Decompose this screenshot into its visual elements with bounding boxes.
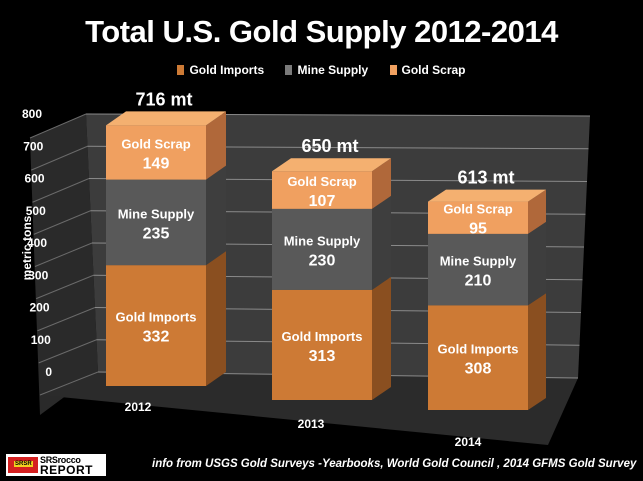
bar-side — [372, 158, 391, 209]
x-tick-label: 2013 — [298, 417, 325, 431]
bar-segment-gold-imports-2013: Gold Imports 313 — [272, 276, 391, 400]
legend-item-mine-supply: Mine Supply — [285, 63, 368, 77]
legend-label: Mine Supply — [297, 63, 369, 77]
legend: Gold Imports Mine Supply Gold Scrap — [0, 63, 643, 77]
gridline-side — [29, 113, 87, 139]
bar-front — [272, 208, 372, 290]
bar-side — [372, 276, 391, 400]
bar-value-label: 107 — [309, 193, 336, 210]
bar-segment-gold-scrap-2012: Gold Scrap 149 716 mt — [106, 89, 226, 180]
bar-segment-label: Gold Imports — [116, 310, 197, 325]
y-tick-label: 800 — [22, 107, 42, 121]
bar-segment-gold-scrap-2014: Gold Scrap 95 613 mt — [428, 168, 546, 238]
logo-line1: SRSrocco — [40, 455, 81, 465]
gridline-side — [36, 274, 94, 300]
bar-value-label: 332 — [143, 329, 170, 346]
bar-segment-mine-supply-2012: Mine Supply 235 — [106, 165, 226, 266]
x-tick-label: 2012 — [125, 400, 152, 414]
bar-value-label: 313 — [309, 348, 336, 365]
gridline-side — [31, 145, 88, 171]
gridline-side — [34, 242, 93, 267]
bar-top — [106, 111, 226, 126]
legend-label: Gold Imports — [189, 63, 265, 77]
side-wall — [30, 114, 98, 415]
bars: Gold Imports 332 Mine Supply 235 Gold Scrap 1… — [106, 89, 546, 410]
bar-side — [528, 293, 546, 410]
y-tick-label: 500 — [26, 204, 46, 218]
gridline-side — [33, 210, 91, 235]
bar-segment-gold-imports-2012: Gold Imports 332 — [106, 251, 226, 386]
bar-side — [528, 221, 546, 306]
legend-swatch-gold-scrap — [389, 65, 397, 75]
bar-side — [206, 251, 226, 386]
bar-segment-mine-supply-2013: Mine Supply 230 — [272, 195, 391, 290]
bar-front — [106, 125, 206, 180]
bar-segment-label: Gold Scrap — [443, 202, 512, 217]
x-axis-ticks: 2012 2013 2014 — [125, 400, 482, 449]
bar-side — [206, 165, 226, 266]
legend-swatch-gold-imports — [177, 65, 185, 75]
bar-segment-gold-imports-2014: Gold Imports 308 — [428, 293, 546, 410]
gridline-side — [32, 178, 90, 203]
bar-segment-label: Gold Scrap — [287, 174, 356, 189]
y-tick-label: 600 — [24, 172, 44, 186]
gridline-side — [37, 307, 96, 332]
bar-side — [206, 111, 226, 180]
bar-front — [106, 179, 206, 266]
bar-segment-label: Mine Supply — [284, 233, 361, 248]
legend-item-gold-imports: Gold Imports — [177, 63, 264, 77]
y-tick-label: 100 — [31, 333, 51, 347]
source-note: info from USGS Gold Surveys -Yearbooks, … — [152, 458, 637, 470]
y-axis-ticks: 0 100 200 300 400 500 600 700 800 — [22, 107, 52, 379]
bar-segment-gold-scrap-2013: Gold Scrap 107 650 mt — [272, 136, 391, 210]
bar-segment-label: Gold Imports — [438, 342, 519, 357]
bar-front — [428, 201, 528, 234]
bar-front — [272, 289, 372, 400]
gridline-side — [38, 339, 97, 364]
bar-segment-label: Mine Supply — [440, 254, 517, 269]
bar-total-label: 650 mt — [301, 136, 358, 156]
bar-total-label: 716 mt — [135, 89, 192, 109]
y-tick-label: 700 — [23, 139, 43, 153]
bar-segment-mine-supply-2014: Mine Supply 210 — [428, 221, 546, 306]
bar-segment-label: Gold Imports — [282, 329, 363, 344]
bar-value-label: 149 — [143, 155, 170, 172]
bar-total-label: 613 mt — [457, 168, 514, 188]
y-tick-label: 0 — [45, 365, 52, 379]
y-tick-label: 400 — [27, 236, 47, 250]
bar-value-label: 308 — [465, 361, 492, 378]
bar-front — [106, 265, 206, 386]
usa-map-icon: SRSR — [8, 457, 38, 473]
chart-title: Total U.S. Gold Supply 2012-2014 — [85, 14, 558, 49]
bar-top — [428, 189, 546, 202]
y-tick-label: 300 — [28, 268, 48, 282]
logo-badge: SRSR — [14, 461, 33, 467]
bar-value-label: 210 — [465, 273, 492, 290]
y-tick-label: 200 — [29, 301, 49, 315]
bar-side — [528, 189, 546, 234]
legend-label: Gold Scrap — [401, 63, 466, 77]
legend-item-gold-scrap: Gold Scrap — [389, 63, 466, 77]
bar-segment-label: Mine Supply — [118, 206, 195, 221]
bar-value-label: 95 — [469, 221, 487, 238]
bar-front — [428, 233, 528, 306]
bar-value-label: 235 — [143, 225, 170, 242]
x-tick-label: 2014 — [455, 435, 482, 449]
logo-line2: REPORT — [40, 463, 94, 477]
bar-segment-label: Gold Scrap — [121, 136, 190, 151]
gridline-side — [39, 371, 99, 396]
bar-front — [428, 305, 528, 410]
legend-swatch-mine-supply — [285, 65, 293, 75]
bar-top — [272, 158, 391, 172]
bar-side — [372, 195, 391, 290]
srsrocco-report-logo: SRSR SRSrocco REPORT — [6, 454, 106, 477]
bar-value-label: 230 — [309, 252, 336, 269]
y-axis-label: metric tons — [20, 215, 34, 280]
bar-front — [272, 171, 372, 209]
